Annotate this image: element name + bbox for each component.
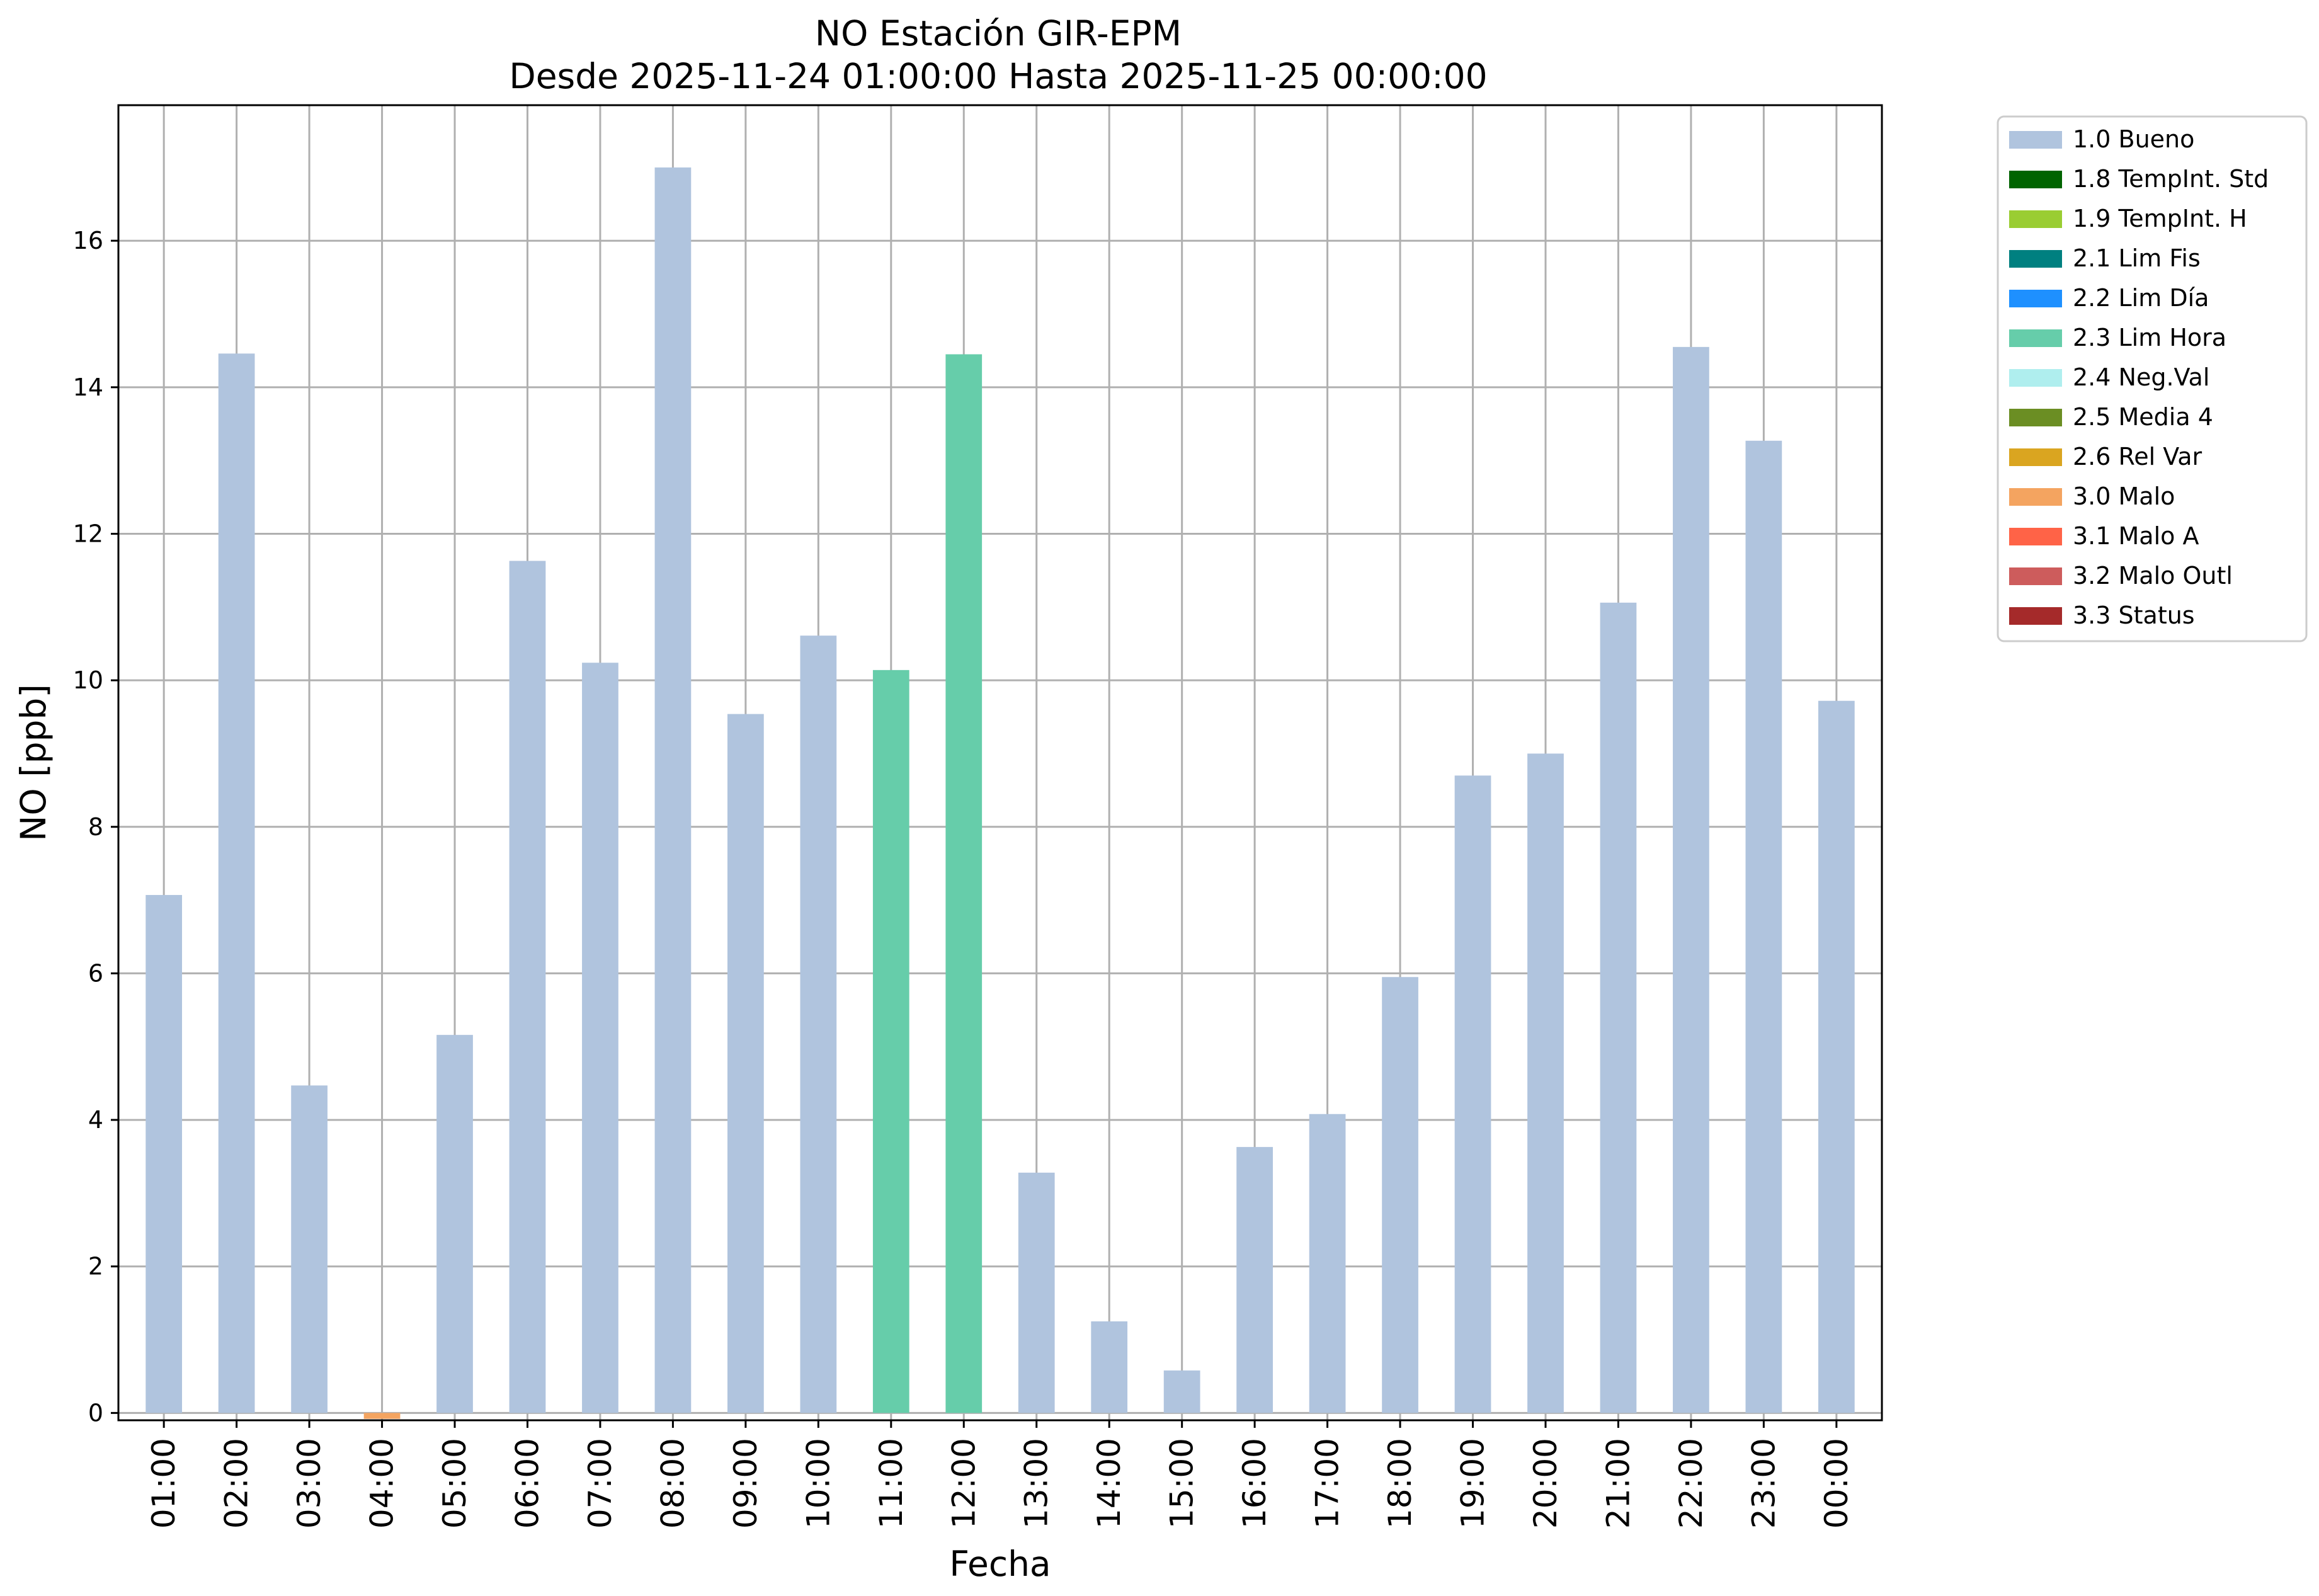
- legend-swatch: [2009, 567, 2062, 585]
- bar-06:00: [509, 561, 546, 1413]
- y-tick-label: 14: [73, 373, 103, 401]
- x-tick-label: 04:00: [364, 1438, 401, 1529]
- legend-swatch: [2009, 409, 2062, 426]
- x-tick-label: 07:00: [582, 1438, 618, 1529]
- x-tick-label: 08:00: [654, 1438, 691, 1529]
- y-tick-label: 16: [73, 227, 103, 254]
- bar-11:00: [872, 670, 909, 1413]
- bar-08:00: [654, 167, 692, 1413]
- bar-03:00: [291, 1085, 328, 1413]
- x-tick-label: 19:00: [1455, 1438, 1491, 1529]
- x-tick-label: 12:00: [945, 1438, 982, 1529]
- y-tick-label: 8: [88, 813, 103, 841]
- bar-20:00: [1527, 753, 1564, 1413]
- legend-swatch: [2009, 329, 2062, 347]
- bar-02:00: [218, 353, 255, 1413]
- x-tick-label: 10:00: [800, 1438, 836, 1529]
- legend-swatch: [2009, 290, 2062, 307]
- x-tick-label: 15:00: [1164, 1438, 1200, 1529]
- bar-12:00: [945, 354, 983, 1413]
- bar-22:00: [1673, 346, 1709, 1413]
- bar-10:00: [800, 636, 837, 1413]
- y-tick-label: 6: [88, 959, 103, 987]
- legend-label: 3.1 Malo A: [2073, 522, 2199, 550]
- bar-00:00: [1818, 700, 1855, 1413]
- legend-label: 2.6 Rel Var: [2073, 443, 2202, 470]
- legend-label: 2.1 Lim Fis: [2073, 244, 2201, 272]
- x-tick-label: 20:00: [1527, 1438, 1564, 1529]
- bars: [145, 167, 1855, 1419]
- y-tick-label: 4: [88, 1106, 103, 1134]
- chart-title-line1: NO Estación GIR-EPM: [815, 13, 1182, 54]
- legend-label: 2.2 Lim Día: [2073, 284, 2209, 312]
- legend-label: 1.0 Bueno: [2073, 125, 2194, 153]
- legend-label: 3.2 Malo Outl: [2073, 562, 2233, 590]
- bar-21:00: [1600, 602, 1637, 1413]
- x-tick-label: 00:00: [1818, 1438, 1855, 1529]
- y-tick-label: 12: [73, 520, 103, 547]
- legend-label: 2.5 Media 4: [2073, 403, 2213, 431]
- y-axis-ticks: 0 2 4 6 8 10 12 14 16: [73, 227, 118, 1427]
- legend-label: 1.9 TempInt. H: [2073, 205, 2247, 232]
- x-tick-label: 09:00: [727, 1438, 764, 1529]
- bar-23:00: [1745, 440, 1782, 1413]
- x-tick-label: 01:00: [145, 1438, 182, 1529]
- legend-swatch: [2009, 250, 2062, 268]
- x-tick-label: 02:00: [219, 1438, 255, 1529]
- legend: 1.0 Bueno 1.8 TempInt. Std 1.9 TempInt. H 2…: [1997, 115, 2308, 642]
- bar-04:00: [363, 1413, 401, 1419]
- bar-01:00: [145, 894, 183, 1413]
- bar-14:00: [1091, 1321, 1128, 1413]
- bar-17:00: [1309, 1114, 1346, 1413]
- y-axis-label: NO [ppb]: [13, 684, 54, 841]
- x-axis-ticks: 01:00 02:00 03:00 04:00 05:00 06:00 07:00 08:00…: [145, 1420, 1855, 1529]
- legend-label: 1.8 TempInt. Std: [2073, 165, 2269, 193]
- legend-label: 3.0 Malo: [2073, 482, 2175, 510]
- x-tick-label: 16:00: [1236, 1438, 1273, 1529]
- legend-swatch: [2009, 488, 2062, 506]
- bar-09:00: [727, 714, 764, 1413]
- bar-05:00: [436, 1035, 473, 1413]
- bar-16:00: [1236, 1147, 1273, 1413]
- bar-15:00: [1163, 1370, 1200, 1413]
- legend-swatch: [2009, 528, 2062, 545]
- x-axis-label: Fecha: [949, 1544, 1051, 1584]
- x-tick-label: 21:00: [1600, 1438, 1636, 1529]
- legend-swatch: [2009, 131, 2062, 149]
- plot-area-frame: [117, 104, 1883, 1422]
- y-tick-label: 10: [73, 666, 103, 694]
- y-tick-label: 0: [88, 1399, 103, 1427]
- chart-title-line2: Desde 2025-11-24 01:00:00 Hasta 2025-11-…: [509, 56, 1487, 96]
- x-tick-label: 17:00: [1309, 1438, 1346, 1529]
- x-tick-label: 13:00: [1018, 1438, 1055, 1529]
- x-tick-label: 14:00: [1091, 1438, 1127, 1529]
- x-tick-label: 23:00: [1745, 1438, 1782, 1529]
- legend-label: 2.3 Lim Hora: [2073, 324, 2226, 351]
- x-tick-label: 18:00: [1382, 1438, 1418, 1529]
- bar-18:00: [1382, 977, 1418, 1413]
- x-tick-label: 22:00: [1673, 1438, 1709, 1529]
- legend-swatch: [2009, 607, 2062, 625]
- x-tick-label: 03:00: [291, 1438, 328, 1529]
- y-tick-label: 2: [88, 1253, 103, 1280]
- bar-07:00: [582, 663, 618, 1413]
- legend-frame: [1997, 115, 2308, 642]
- x-tick-label: 11:00: [873, 1438, 909, 1529]
- bar-13:00: [1018, 1172, 1055, 1413]
- bar-19:00: [1454, 775, 1491, 1413]
- legend-swatch: [2009, 171, 2062, 188]
- x-tick-label: 06:00: [509, 1438, 545, 1529]
- x-tick-label: 05:00: [436, 1438, 473, 1529]
- legend-items: 1.0 Bueno 1.8 TempInt. Std 1.9 TempInt. H 2…: [2009, 125, 2269, 629]
- legend-label: 3.3 Status: [2073, 601, 2195, 629]
- legend-swatch: [2009, 369, 2062, 387]
- legend-label: 2.4 Neg.Val: [2073, 363, 2209, 391]
- legend-swatch: [2009, 448, 2062, 466]
- legend-swatch: [2009, 210, 2062, 228]
